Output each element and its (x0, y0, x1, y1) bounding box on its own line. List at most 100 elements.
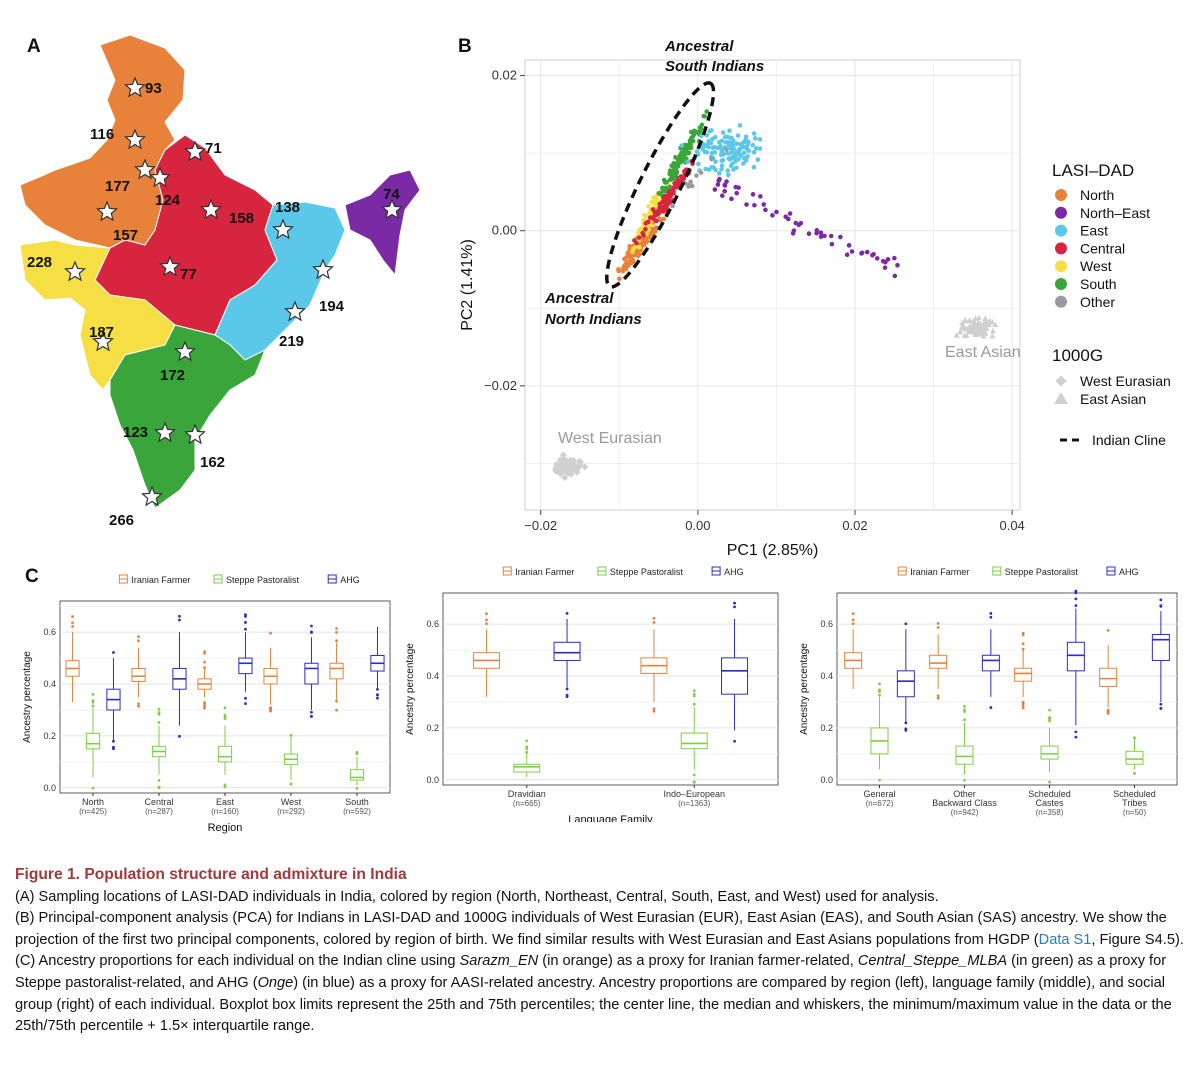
point-lasi-dad (656, 190, 662, 196)
point-west-eurasian (553, 460, 561, 468)
caption-b: (B) Principal-component analysis (PCA) f… (15, 910, 1184, 948)
y-axis-label: Ancestry percentage (405, 643, 416, 735)
x-axis-label: Language Family (568, 814, 653, 822)
point-lasi-dad (722, 188, 727, 194)
point-east-asian (967, 322, 974, 329)
point-lasi-dad (617, 276, 622, 282)
outlier-point (652, 707, 656, 711)
x-tick-count: (n=287) (145, 807, 173, 816)
x-tick-count: (n=50) (1123, 808, 1147, 817)
y-tick-label: 0.6 (426, 619, 439, 629)
point-lasi-dad (694, 149, 700, 154)
annotation-asi-line1: Ancestral (664, 38, 734, 55)
legend-label: Iranian Farmer (131, 575, 190, 585)
data-s1-link[interactable]: Data S1 (1038, 931, 1092, 948)
outlier-point (1048, 716, 1051, 719)
x-tick-label: East (216, 797, 235, 807)
outlier-point (71, 615, 74, 618)
point-east-asian (959, 320, 966, 326)
point-lasi-dad (895, 263, 900, 268)
outlier-point (1074, 604, 1078, 608)
point-lasi-dad (751, 131, 757, 136)
point-lasi-dad (702, 114, 708, 119)
outlier-point (1074, 589, 1078, 593)
outlier-point (178, 614, 181, 618)
point-lasi-dad (719, 146, 724, 152)
sample-count-label: 74 (383, 186, 400, 203)
point-lasi-dad (637, 245, 642, 250)
x-tick-label: 0.00 (685, 518, 710, 533)
annotation-west-eurasian: West Eurasian (558, 430, 662, 447)
point-lasi-dad (636, 252, 642, 257)
point-east-asian (957, 328, 964, 335)
x-tick-label: Backward Class (932, 798, 997, 808)
sample-count-label: 172 (160, 367, 185, 384)
box-iranian-farmer (65, 615, 80, 703)
sample-site-star-icon (92, 330, 114, 352)
box-ahg (1066, 589, 1085, 739)
point-lasi-dad (679, 152, 685, 158)
sample-site-star-icon (124, 76, 146, 98)
point-lasi-dad (633, 244, 638, 250)
box-iqr (1040, 745, 1059, 760)
box-steppe-pastoralist (680, 689, 708, 784)
point-lasi-dad (653, 225, 659, 230)
panel-b-letter: B (458, 36, 472, 57)
point-lasi-dad (660, 185, 665, 191)
sample-site-star-icon (184, 423, 206, 445)
legend-swatch (1055, 224, 1067, 237)
outlier-point (137, 702, 140, 706)
outlier-point (1048, 719, 1051, 723)
x-tick-label: South (345, 797, 369, 807)
point-lasi-dad (829, 241, 835, 247)
legend-label: AHG (340, 575, 360, 585)
legend-label: Indian Cline (1092, 432, 1166, 448)
point-lasi-dad (704, 150, 710, 155)
x-tick-count: (n=672) (866, 799, 894, 808)
point-east-asian (983, 325, 990, 332)
sample-site-star-icon (149, 166, 171, 188)
point-lasi-dad (698, 133, 704, 139)
outlier-point (851, 622, 855, 626)
outlier-point (1159, 706, 1163, 710)
outlier-point (244, 627, 247, 631)
outlier-point (692, 694, 696, 698)
point-lasi-dad (643, 226, 648, 232)
outlier-point (1159, 598, 1163, 602)
point-lasi-dad (734, 190, 739, 196)
point-lasi-dad (734, 149, 739, 155)
outlier-point (1021, 633, 1025, 637)
point-lasi-dad (666, 194, 672, 200)
point-lasi-dad (751, 164, 757, 170)
box-ahg (1151, 598, 1170, 710)
point-lasi-dad (774, 209, 779, 215)
outlier-point (485, 622, 488, 626)
sample-site-star-icon (272, 218, 294, 240)
sample-site-star-icon (184, 140, 206, 162)
box-steppe-pastoralist (955, 704, 974, 782)
point-lasi-dad (668, 177, 673, 182)
point-lasi-dad (711, 165, 717, 170)
box-iqr (896, 670, 915, 698)
x-tick-label: Castes (1035, 798, 1064, 808)
point-lasi-dad (882, 265, 888, 270)
point-lasi-dad (871, 251, 876, 257)
box-iranian-farmer (929, 622, 948, 700)
point-lasi-dad (750, 142, 755, 148)
point-east-asian (963, 326, 970, 332)
outlier-point (565, 687, 569, 691)
outlier-point (203, 706, 206, 710)
x-tick-label: Central (144, 797, 173, 807)
point-lasi-dad (651, 214, 656, 220)
point-west-eurasian (561, 474, 569, 482)
box-iqr (349, 769, 365, 781)
outlier-point (1106, 628, 1110, 632)
legend-label: Steppe Pastoralist (226, 575, 300, 585)
point-lasi-dad (703, 166, 708, 172)
point-lasi-dad (745, 154, 750, 159)
sample-count-label: 266 (109, 512, 134, 529)
point-east-asian (962, 317, 969, 324)
outlier-point (71, 625, 74, 628)
outlier-point (310, 624, 313, 628)
y-tick-label: 0.4 (820, 671, 833, 681)
